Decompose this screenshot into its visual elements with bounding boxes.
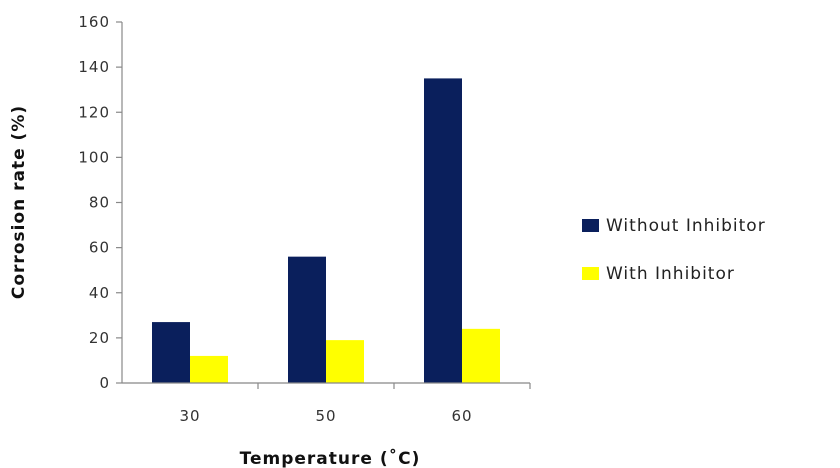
bar-without-inhibitor-60 (424, 78, 462, 383)
x-tick-label: 60 (451, 407, 472, 425)
bar-with-inhibitor-30 (190, 355, 228, 383)
legend-swatch (582, 219, 599, 232)
y-tick-label: 140 (78, 58, 110, 76)
y-tick-label: 40 (89, 284, 110, 302)
y-axis-ticks: 0 20 40 60 80 100 120 140 160 (78, 13, 122, 392)
bar-with-inhibitor-60 (462, 328, 500, 383)
y-tick-label: 80 (89, 194, 110, 212)
y-tick-label: 20 (89, 329, 110, 347)
y-tick-label: 0 (99, 374, 110, 392)
bar-without-inhibitor-30 (152, 322, 190, 383)
y-axis-title: Corrosion rate (%) (9, 105, 29, 299)
legend: Without Inhibitor With Inhibitor (582, 216, 766, 284)
y-tick-label: 120 (78, 103, 110, 121)
x-tick-label: 30 (179, 407, 200, 425)
bar-with-inhibitor-50 (326, 340, 364, 383)
y-tick-label: 100 (78, 148, 110, 166)
legend-swatch (582, 267, 599, 280)
bars (152, 78, 500, 383)
legend-label: Without Inhibitor (606, 216, 766, 236)
bar-without-inhibitor-50 (288, 256, 326, 383)
x-tick-label: 50 (315, 407, 336, 425)
y-tick-label: 160 (78, 13, 110, 31)
y-tick-label: 60 (89, 239, 110, 257)
legend-label: With Inhibitor (606, 264, 735, 284)
x-axis-title: Temperature (˚C) (240, 447, 421, 468)
x-axis-ticks: 30 50 60 (179, 383, 531, 425)
